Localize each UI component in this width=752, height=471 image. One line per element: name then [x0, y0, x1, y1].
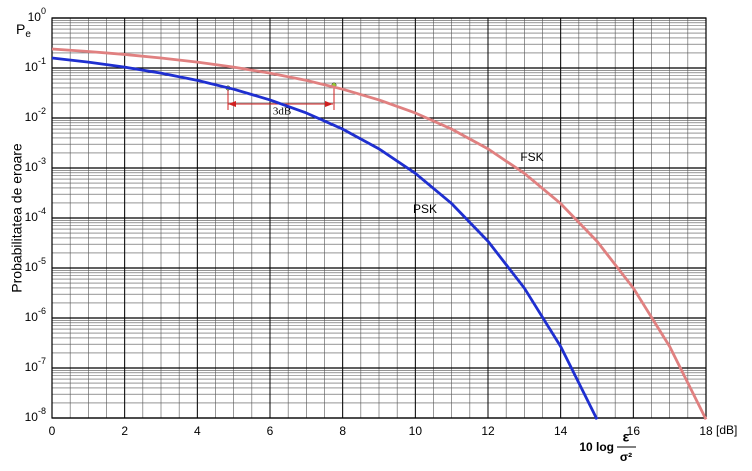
- x-tick-label: 2: [121, 424, 128, 438]
- y-tick-label: 10-2: [25, 106, 46, 124]
- y-symbol-base: P: [16, 21, 25, 37]
- x-tick-label: 0: [49, 424, 56, 438]
- x-tick-label: 16: [627, 424, 641, 438]
- plot-frame: [51, 17, 707, 419]
- x-tick-label: 18: [699, 424, 713, 438]
- y-tick-label: 10-1: [25, 56, 46, 74]
- x-tick-label: 6: [267, 424, 274, 438]
- y-tick-label: 10-4: [25, 206, 46, 224]
- x-tick-label: 12: [481, 424, 495, 438]
- x-label-prefix: 10 log: [579, 440, 614, 454]
- y-tick-label: 10-7: [25, 356, 46, 374]
- grid: 0 2 4 6 8 10 12 14 16 18 100 10-1 10-2 10-3 10-4 10-5 10…: [25, 6, 713, 438]
- y-tick-label: 10-6: [25, 306, 46, 324]
- x-label-numerator: ε: [623, 429, 630, 445]
- arrow-head: [228, 101, 236, 107]
- x-label-unit: [dB]: [716, 423, 737, 437]
- x-tick-label: 8: [339, 424, 346, 438]
- y-tick-label: 10-3: [25, 156, 46, 174]
- y-axis-label: Probabilitatea de eroare: [9, 143, 25, 293]
- series-label: PSK: [413, 202, 437, 216]
- y-symbol: Pe: [16, 21, 31, 40]
- y-tick-label: 100: [28, 6, 46, 24]
- arrow-head: [325, 101, 333, 107]
- y-tick-label: 10-5: [25, 256, 46, 274]
- x-tick-label: 10: [409, 424, 423, 438]
- series-line: [51, 56, 599, 420]
- x-label-denominator: σ²: [620, 450, 632, 464]
- series-line: [51, 47, 708, 420]
- y-tick-label: 10-8: [25, 406, 46, 424]
- annotation: 3dB: [273, 106, 291, 118]
- y-symbol-sub: e: [25, 29, 31, 40]
- series-label: FSK: [520, 150, 543, 164]
- x-tick-label: 4: [194, 424, 201, 438]
- x-tick-label: 14: [554, 424, 568, 438]
